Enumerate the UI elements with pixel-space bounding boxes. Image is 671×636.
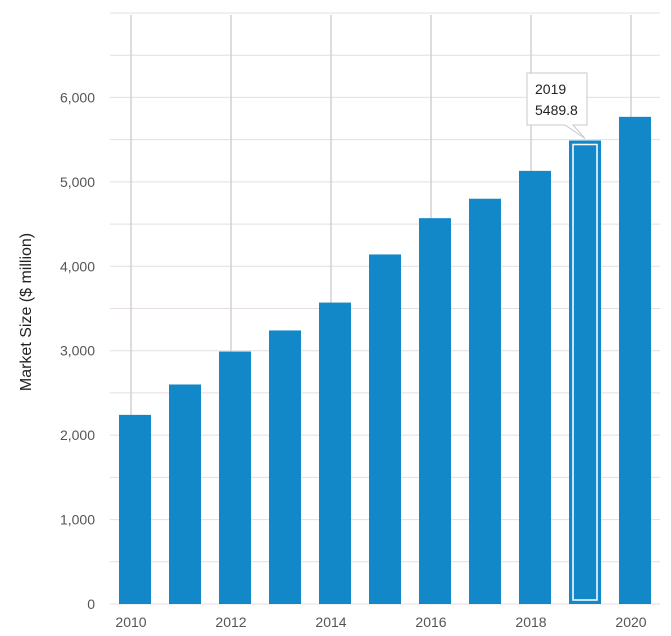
y-tick-label: 0	[87, 596, 95, 612]
y-tick-label: 3,000	[60, 343, 95, 359]
bar-2018[interactable]	[519, 170, 551, 605]
tooltip-box	[526, 72, 588, 139]
y-tick-labels: 0 1,000 2,000 3,000 4,000 5,000 6,000	[60, 89, 95, 612]
x-tick-label: 2020	[615, 614, 646, 630]
x-tick-label: 2012	[215, 614, 246, 630]
bars	[119, 116, 651, 605]
bar-2020[interactable]	[619, 116, 651, 604]
bar-2019[interactable]	[569, 140, 601, 604]
y-axis-label: Market Size ($ million)	[18, 233, 35, 391]
tooltip: 2019 5489.8	[526, 72, 588, 139]
bar-highlight-outline	[572, 143, 598, 601]
y-tick-label: 5,000	[60, 174, 95, 190]
tooltip-label: 2019	[535, 81, 566, 97]
y-tick-label: 4,000	[60, 258, 95, 274]
tooltip-value: 5489.8	[535, 102, 578, 118]
y-tick-label: 2,000	[60, 427, 95, 443]
bar-2017[interactable]	[469, 198, 501, 604]
x-tick-label: 2018	[515, 614, 546, 630]
y-tick-label: 6,000	[60, 89, 95, 105]
x-tick-label: 2016	[415, 614, 446, 630]
y-tick-label: 1,000	[60, 512, 95, 528]
x-tick-labels: 2010 2012 2014 2016 2018 2020	[115, 614, 646, 630]
bar-2014[interactable]	[319, 302, 351, 604]
x-tick-label: 2010	[115, 614, 146, 630]
bar-2010[interactable]	[119, 414, 151, 604]
bar-2012[interactable]	[219, 351, 251, 604]
bar-2016[interactable]	[419, 218, 451, 604]
bar-2013[interactable]	[269, 330, 301, 604]
x-tick-label: 2014	[315, 614, 346, 630]
bar-2015[interactable]	[369, 254, 401, 605]
bar-2011[interactable]	[169, 384, 201, 604]
